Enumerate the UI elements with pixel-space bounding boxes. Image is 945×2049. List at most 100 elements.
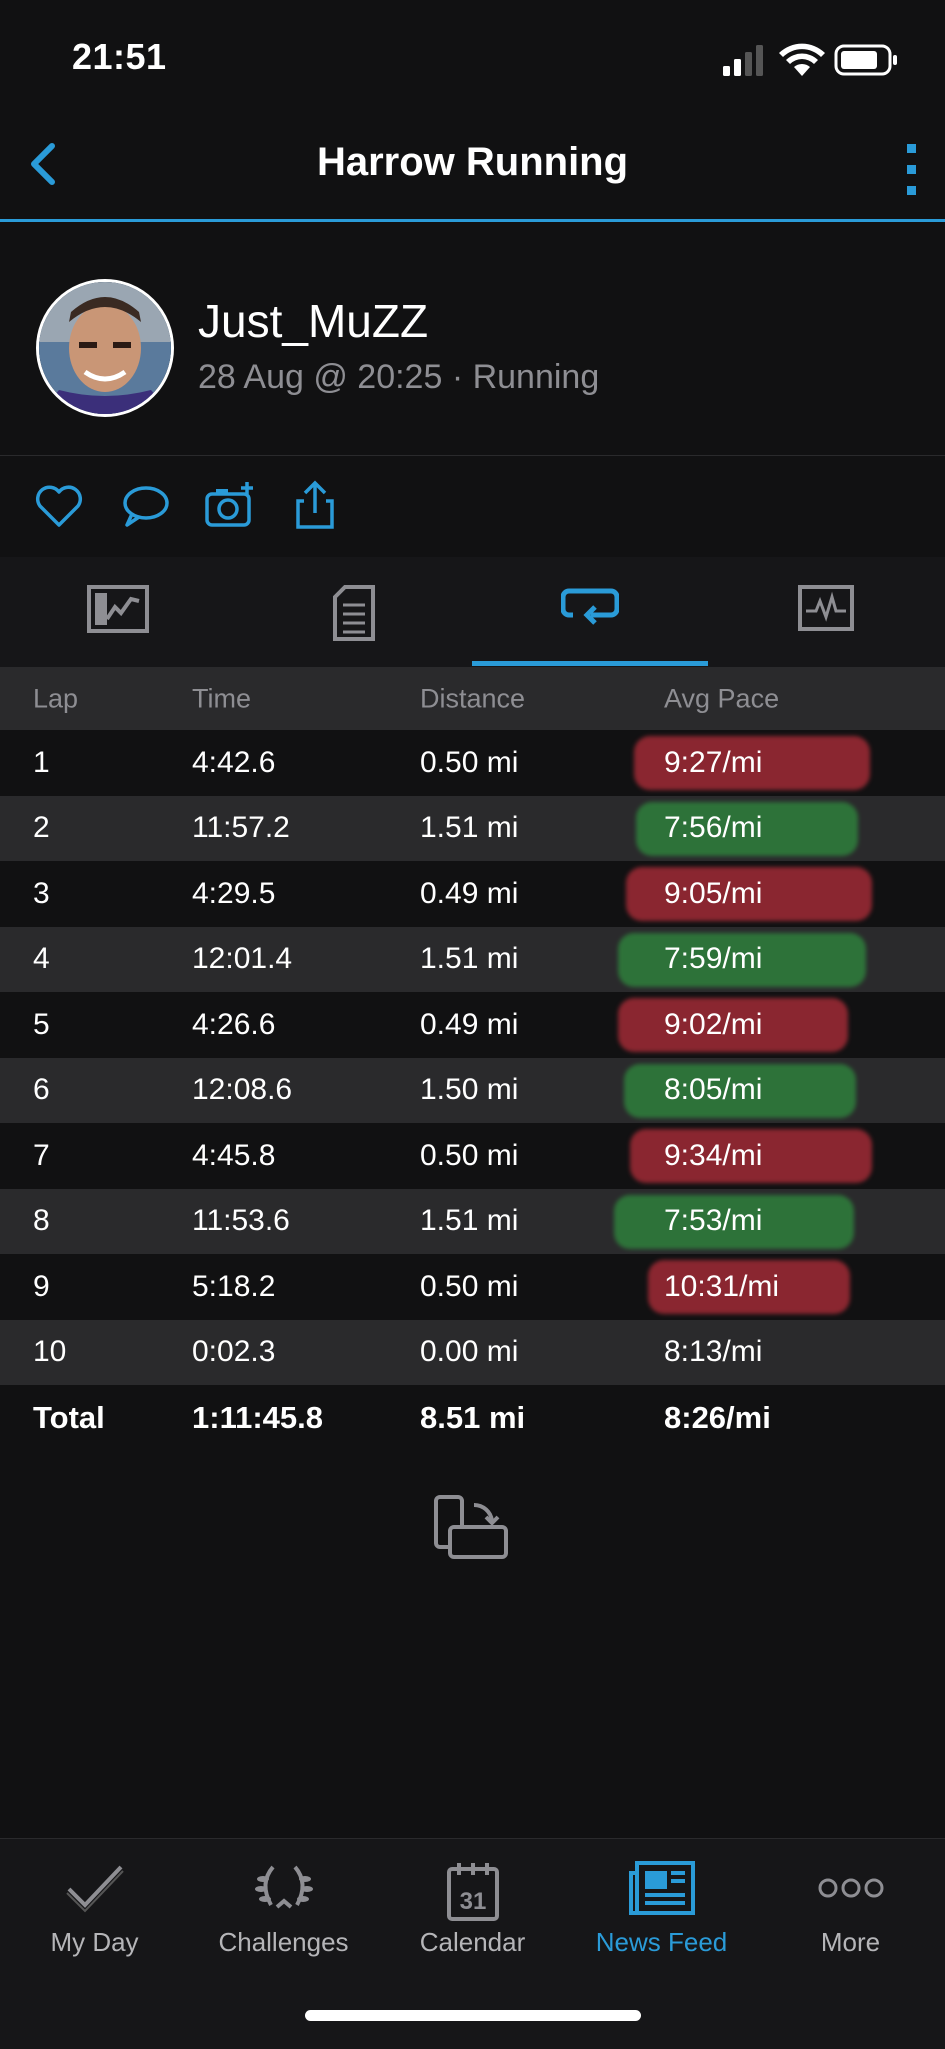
comment-bubble-icon[interactable] <box>118 479 172 533</box>
lap-time: 11:57.2 <box>192 811 290 845</box>
lap-number: 6 <box>33 1073 50 1107</box>
map-icon <box>87 585 149 633</box>
lap-number: 5 <box>33 1007 50 1041</box>
lap-distance: 0.00 mi <box>420 1335 519 1369</box>
lap-number: 3 <box>33 876 50 910</box>
table-row: 9 5:18.2 0.50 mi 10:31/mi <box>0 1254 945 1320</box>
activity-header: Just_MuZZ 28 Aug @ 20:25 · Running <box>0 222 945 456</box>
lap-time: 4:42.6 <box>192 745 276 779</box>
lap-number: 10 <box>33 1335 67 1369</box>
lap-number: 4 <box>33 942 50 976</box>
lap-pace: 7:59/mi <box>664 942 763 976</box>
lap-time: 4:45.8 <box>192 1138 276 1172</box>
table-row: 2 11:57.2 1.51 mi 7:56/mi <box>0 795 945 861</box>
lap-pace: 7:53/mi <box>664 1204 763 1238</box>
lap-distance: 1.51 mi <box>420 1204 519 1238</box>
table-row: 8 11:53.6 1.51 mi 7:53/mi <box>0 1188 945 1254</box>
nav-bar: Harrow Running <box>0 120 945 222</box>
lap-number: 7 <box>33 1138 50 1172</box>
lap-pace: 9:05/mi <box>664 876 763 910</box>
lap-pace: 10:31/mi <box>664 1269 780 1303</box>
rotate-screen-icon[interactable] <box>432 1493 512 1563</box>
pace-highlight <box>614 1194 854 1249</box>
lap-distance: 0.49 mi <box>420 876 519 910</box>
lap-number: 9 <box>33 1269 50 1303</box>
signal-icon <box>723 45 763 76</box>
lap-time: 12:08.6 <box>192 1073 293 1107</box>
tab-label: Calendar <box>419 1927 526 1957</box>
back-chevron-icon[interactable] <box>14 134 70 194</box>
table-row: 6 12:08.6 1.50 mi 8:05/mi <box>0 1057 945 1123</box>
tab-calendar[interactable]: 31 Calendar <box>378 1839 567 1979</box>
like-heart-icon[interactable] <box>32 479 86 533</box>
lap-number: 2 <box>33 811 50 845</box>
lap-distance: 0.50 mi <box>420 1269 519 1303</box>
username[interactable]: Just_MuZZ <box>198 295 429 347</box>
lap-time: 11:53.6 <box>192 1204 290 1238</box>
tab-details[interactable] <box>236 557 472 667</box>
lap-time: 0:02.3 <box>192 1335 276 1369</box>
status-bar: 21:51 <box>0 0 945 120</box>
header-time: Time <box>192 683 251 714</box>
lap-time: 5:18.2 <box>192 1269 276 1303</box>
lap-distance: 1.51 mi <box>420 811 519 845</box>
pace-highlight <box>630 1129 872 1183</box>
pace-highlight <box>636 801 858 856</box>
avatar[interactable] <box>36 279 174 417</box>
lap-pace: 8:13/mi <box>664 1335 763 1369</box>
lap-number: 1 <box>33 745 50 779</box>
tab-news-feed[interactable]: News Feed <box>567 1839 756 1979</box>
table-row: 7 4:45.8 0.50 mi 9:34/mi <box>0 1123 945 1189</box>
header-lap: Lap <box>33 683 79 714</box>
tab-laps[interactable] <box>472 557 708 667</box>
tab-more[interactable]: More <box>756 1839 945 1979</box>
total-pace: 8:26/mi <box>664 1399 771 1435</box>
tab-label: Challenges <box>218 1927 349 1957</box>
total-distance: 8.51 mi <box>420 1399 526 1435</box>
laurel-icon <box>254 1865 313 1909</box>
social-actions <box>0 455 945 558</box>
home-indicator[interactable] <box>305 2010 641 2021</box>
table-row: 5 4:26.6 0.49 mi 9:02/mi <box>0 992 945 1058</box>
lap-distance: 1.51 mi <box>420 942 519 976</box>
activity-date-type: 28 Aug @ 20:25 · Running <box>198 358 600 396</box>
add-photo-camera-icon[interactable] <box>203 479 257 533</box>
pace-highlight <box>624 1063 856 1118</box>
calendar-icon: 31 <box>446 1863 499 1921</box>
header-avg-pace: Avg Pace <box>664 683 780 714</box>
tab-my-day[interactable]: My Day <box>0 1839 189 1979</box>
table-total-row: Total 1:11:45.8 8.51 mi 8:26/mi <box>0 1385 945 1451</box>
chart-graph-icon <box>798 585 854 631</box>
tab-label: More <box>820 1927 881 1957</box>
tab-charts[interactable] <box>708 557 944 667</box>
lap-time: 4:29.5 <box>192 876 276 910</box>
share-icon[interactable] <box>288 479 342 533</box>
tab-map[interactable] <box>0 557 236 667</box>
lap-distance: 0.50 mi <box>420 1138 519 1172</box>
total-time: 1:11:45.8 <box>192 1399 323 1435</box>
lap-pace: 9:27/mi <box>664 745 763 779</box>
lap-pace: 9:02/mi <box>664 1007 763 1041</box>
more-vertical-icon[interactable] <box>891 136 931 202</box>
pace-highlight <box>648 1260 850 1314</box>
header-distance: Distance <box>420 683 526 714</box>
table-row: 4 12:01.4 1.51 mi 7:59/mi <box>0 926 945 992</box>
page-title: Harrow Running <box>316 140 629 184</box>
active-tab-indicator <box>472 661 708 666</box>
lap-pace: 9:34/mi <box>664 1138 763 1172</box>
lap-time: 4:26.6 <box>192 1007 276 1041</box>
document-list-icon <box>333 585 375 641</box>
lap-time: 12:01.4 <box>192 942 293 976</box>
total-label: Total <box>33 1399 105 1435</box>
lap-distance: 0.50 mi <box>420 745 519 779</box>
table-row: 10 0:02.3 0.00 mi 8:13/mi <box>0 1319 945 1385</box>
lap-number: 8 <box>33 1204 50 1238</box>
check-icon <box>65 1865 124 1913</box>
more-dots-icon <box>818 1878 883 1898</box>
lap-distance: 0.49 mi <box>420 1007 519 1041</box>
tab-challenges[interactable]: Challenges <box>189 1839 378 1979</box>
table-row: 1 4:42.6 0.50 mi 9:27/mi <box>0 730 945 796</box>
table-row: 3 4:29.5 0.49 mi 9:05/mi <box>0 861 945 927</box>
lap-distance: 1.50 mi <box>420 1073 519 1107</box>
lap-pace: 8:05/mi <box>664 1073 763 1107</box>
